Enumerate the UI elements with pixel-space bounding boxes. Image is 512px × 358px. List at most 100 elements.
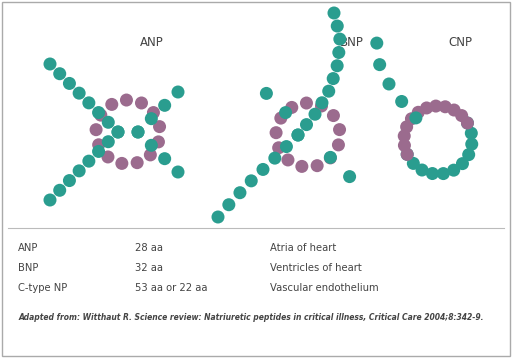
Circle shape [333, 33, 346, 45]
Circle shape [73, 87, 86, 100]
Circle shape [315, 96, 329, 109]
Text: Ventricles of heart: Ventricles of heart [270, 263, 362, 273]
Circle shape [102, 116, 115, 129]
Text: ANP: ANP [18, 243, 38, 253]
Circle shape [73, 164, 86, 177]
Circle shape [327, 72, 339, 85]
Circle shape [291, 129, 305, 141]
Circle shape [92, 145, 105, 158]
Circle shape [465, 127, 478, 140]
Circle shape [416, 164, 429, 176]
Circle shape [456, 157, 469, 170]
Circle shape [295, 160, 308, 173]
Text: 32 aa: 32 aa [135, 263, 163, 273]
Circle shape [211, 211, 224, 223]
Circle shape [370, 37, 383, 50]
Circle shape [90, 123, 102, 136]
Circle shape [272, 141, 285, 154]
Circle shape [285, 101, 298, 114]
Circle shape [270, 126, 283, 139]
Circle shape [158, 152, 171, 165]
Circle shape [400, 120, 413, 134]
Circle shape [437, 167, 450, 180]
Circle shape [324, 151, 337, 164]
Circle shape [373, 58, 386, 71]
Circle shape [92, 106, 105, 119]
Circle shape [92, 138, 105, 151]
Circle shape [172, 86, 184, 98]
Circle shape [145, 112, 158, 125]
Text: Atria of heart: Atria of heart [270, 243, 336, 253]
Circle shape [410, 111, 422, 124]
Circle shape [131, 156, 144, 169]
Circle shape [447, 103, 461, 117]
Circle shape [407, 157, 420, 170]
Circle shape [395, 95, 408, 108]
Circle shape [311, 159, 324, 172]
Circle shape [462, 148, 475, 161]
Circle shape [280, 140, 293, 153]
Circle shape [343, 170, 356, 183]
Circle shape [401, 148, 414, 161]
Circle shape [260, 87, 273, 100]
Circle shape [102, 135, 115, 148]
Circle shape [63, 77, 76, 90]
Text: BNP: BNP [18, 263, 38, 273]
Circle shape [300, 97, 313, 110]
Text: CNP: CNP [448, 35, 472, 48]
Circle shape [172, 165, 184, 179]
Circle shape [333, 123, 346, 136]
Circle shape [145, 139, 158, 152]
Circle shape [153, 120, 166, 133]
Text: 28 aa: 28 aa [135, 243, 163, 253]
Circle shape [382, 77, 395, 91]
Circle shape [101, 150, 115, 164]
Circle shape [412, 106, 425, 119]
Circle shape [279, 106, 292, 119]
Circle shape [315, 100, 328, 112]
Circle shape [327, 109, 340, 122]
Circle shape [53, 184, 66, 197]
Circle shape [282, 154, 294, 166]
Circle shape [152, 135, 165, 148]
Circle shape [309, 108, 322, 121]
Circle shape [430, 100, 442, 112]
Circle shape [44, 58, 56, 71]
Circle shape [257, 163, 269, 176]
Circle shape [268, 152, 281, 165]
Circle shape [245, 174, 258, 187]
Circle shape [322, 85, 335, 98]
Circle shape [82, 155, 95, 168]
Text: BNP: BNP [340, 35, 364, 48]
Circle shape [461, 116, 474, 130]
Circle shape [274, 112, 287, 125]
Circle shape [401, 148, 414, 161]
Circle shape [115, 157, 129, 170]
Circle shape [82, 96, 95, 109]
Circle shape [426, 167, 439, 180]
Circle shape [332, 46, 345, 59]
Circle shape [300, 118, 313, 131]
Circle shape [105, 98, 118, 111]
Circle shape [132, 126, 144, 139]
Circle shape [332, 139, 345, 151]
Circle shape [398, 139, 411, 152]
Circle shape [420, 101, 433, 115]
Circle shape [144, 149, 157, 161]
Circle shape [53, 67, 66, 80]
Circle shape [291, 129, 305, 141]
Text: ANP: ANP [140, 35, 164, 48]
Circle shape [405, 112, 418, 125]
Circle shape [331, 20, 344, 33]
Circle shape [331, 59, 344, 72]
Circle shape [94, 108, 108, 122]
Circle shape [112, 126, 124, 139]
Circle shape [112, 126, 124, 139]
Circle shape [120, 93, 133, 107]
Circle shape [439, 100, 452, 113]
Circle shape [324, 151, 337, 164]
Circle shape [44, 194, 56, 207]
Circle shape [158, 99, 171, 112]
Circle shape [455, 109, 468, 122]
Circle shape [63, 174, 76, 187]
